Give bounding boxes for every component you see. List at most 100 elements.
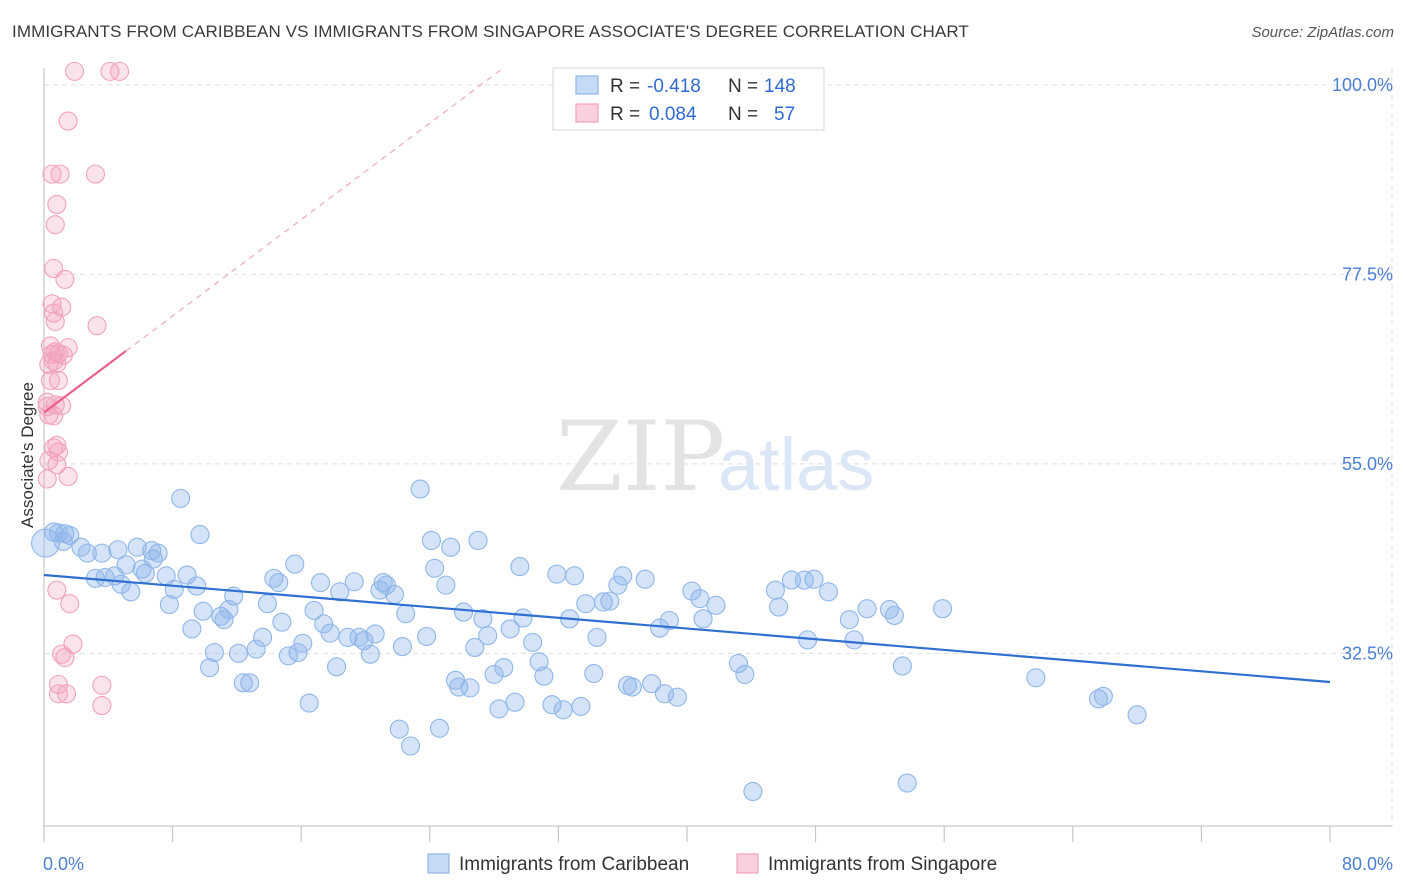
data-point — [417, 626, 437, 647]
data-point — [884, 605, 904, 625]
data-point — [608, 575, 628, 595]
data-point — [39, 354, 59, 375]
data-point — [288, 642, 308, 663]
data-point — [164, 579, 184, 599]
data-point — [441, 537, 461, 557]
data-point — [135, 563, 155, 583]
data-point — [214, 610, 234, 630]
data-point — [293, 633, 313, 653]
chart-title: IMMIGRANTS FROM CARIBBEAN VS IMMIGRANTS … — [12, 22, 969, 41]
y-tick-label: 32.5% — [1342, 643, 1393, 663]
data-point — [228, 643, 249, 663]
data-point — [304, 600, 324, 620]
data-point — [60, 525, 80, 545]
data-point — [392, 637, 413, 657]
data-point — [108, 540, 128, 560]
data-point — [396, 604, 416, 624]
legend-n-label: N = — [728, 76, 758, 97]
data-point — [690, 589, 710, 609]
data-point — [92, 675, 112, 695]
data-point — [547, 564, 567, 584]
data-point — [635, 569, 655, 589]
series-name-singapore: Immigrants from Singapore — [768, 854, 997, 875]
data-point — [523, 632, 543, 652]
data-point — [40, 370, 60, 391]
points-caribbean — [31, 479, 1147, 802]
data-point — [44, 406, 64, 426]
data-point — [58, 466, 78, 487]
data-point — [460, 678, 480, 698]
data-point — [299, 693, 319, 713]
data-point — [500, 619, 520, 639]
data-point — [529, 652, 549, 672]
y-tick-label: 100.0% — [1332, 75, 1393, 95]
legend-r-value: -0.418 — [647, 76, 701, 97]
data-point — [111, 574, 131, 594]
data-point — [193, 601, 213, 621]
data-point — [56, 684, 77, 704]
data-point — [587, 627, 607, 647]
trend-lines — [43, 67, 1331, 684]
data-point — [743, 781, 763, 802]
data-point — [47, 435, 67, 455]
data-point — [37, 469, 57, 489]
data-point — [510, 557, 530, 577]
data-point — [240, 673, 260, 693]
data-point — [246, 639, 266, 659]
data-point — [765, 580, 785, 600]
data-point — [892, 656, 912, 676]
data-point — [454, 602, 474, 622]
data-point — [421, 530, 441, 551]
data-point — [159, 594, 179, 615]
data-point — [47, 455, 67, 475]
data-point — [171, 488, 191, 508]
data-point — [384, 584, 404, 604]
data-point — [513, 608, 533, 628]
y-axis-label: Associate's Degree — [18, 382, 37, 528]
data-point — [327, 657, 347, 677]
data-point — [436, 575, 456, 595]
data-point — [360, 644, 380, 664]
data-point — [389, 719, 409, 739]
data-point — [667, 687, 687, 707]
stats-legend: R = -0.418 N = 148 R = 0.084 N = 57 — [552, 67, 825, 131]
data-point — [593, 592, 613, 612]
data-point — [45, 215, 65, 235]
series-swatch-singapore — [736, 853, 759, 874]
legend-swatch-caribbean — [575, 75, 599, 95]
data-point — [706, 595, 726, 615]
data-point — [494, 658, 514, 678]
data-point — [269, 573, 289, 593]
y-tick-label: 77.5% — [1342, 264, 1393, 284]
data-point — [564, 566, 585, 586]
data-point — [693, 609, 713, 629]
legend-swatch-singapore — [575, 103, 599, 123]
legend-n-label: N = — [728, 104, 758, 125]
data-point — [233, 673, 253, 693]
data-point — [182, 619, 202, 639]
data-point — [576, 594, 596, 614]
axes — [43, 68, 1392, 842]
grid — [44, 68, 1393, 826]
data-point — [659, 610, 679, 631]
data-point — [897, 773, 917, 793]
data-point — [60, 594, 80, 614]
data-point — [121, 582, 141, 602]
data-point — [77, 543, 97, 563]
source-credit: Source: ZipAtlas.com — [1251, 24, 1394, 41]
data-point — [52, 644, 72, 664]
data-point — [373, 573, 393, 593]
data-point — [92, 696, 112, 716]
data-point — [116, 555, 136, 575]
data-point — [505, 692, 525, 712]
data-point — [177, 565, 197, 585]
data-point — [728, 653, 748, 674]
data-point — [148, 543, 168, 563]
data-point — [682, 581, 702, 601]
trend-line-caribbean — [43, 573, 1331, 684]
data-point — [85, 164, 105, 184]
data-point — [127, 537, 147, 557]
data-point — [110, 61, 130, 81]
data-point — [1127, 705, 1147, 725]
